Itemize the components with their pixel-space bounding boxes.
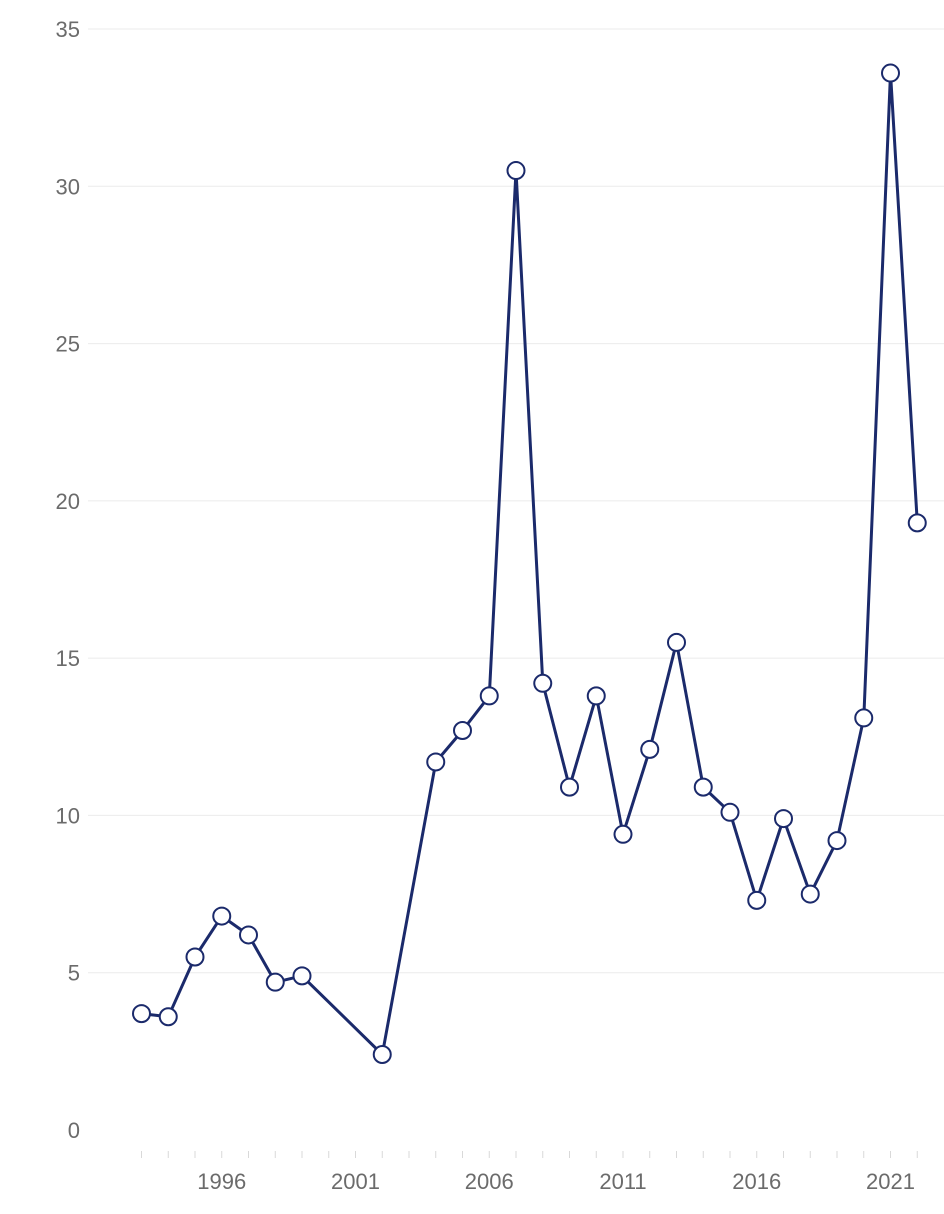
data-point-2022 bbox=[907, 513, 927, 533]
data-point-2019 bbox=[827, 831, 847, 851]
data-point-2010 bbox=[586, 686, 606, 706]
y-tick-label-5: 5 bbox=[68, 961, 80, 986]
x-tick-label-2001: 2001 bbox=[331, 1169, 380, 1194]
y-tick-label-15: 15 bbox=[56, 646, 80, 671]
x-axis-ticks bbox=[141, 1151, 918, 1158]
data-point-2009 bbox=[560, 777, 579, 797]
y-tick-label-30: 30 bbox=[56, 174, 80, 199]
x-tick-label-2011: 2011 bbox=[599, 1169, 646, 1194]
data-point-1996 bbox=[212, 906, 232, 926]
data-point-1999 bbox=[292, 966, 312, 986]
data-point-2012 bbox=[640, 739, 660, 759]
data-point-2017 bbox=[774, 809, 793, 829]
data-point-2015 bbox=[720, 802, 740, 822]
y-tick-label-10: 10 bbox=[56, 803, 80, 828]
x-axis-tick-labels: 1996 2001 2006 2011 2016 2021 bbox=[197, 1169, 915, 1194]
data-point-2021 bbox=[881, 63, 900, 83]
y-tick-label-20: 20 bbox=[56, 489, 80, 514]
data-point-1998 bbox=[265, 972, 285, 992]
y-tick-label-25: 25 bbox=[56, 332, 80, 357]
data-point-2018 bbox=[800, 884, 820, 904]
data-point-2002 bbox=[372, 1045, 392, 1065]
data-point-2013 bbox=[667, 632, 686, 652]
data-point-2014 bbox=[693, 777, 713, 797]
data-point-2020 bbox=[854, 708, 874, 728]
data-point-1997 bbox=[239, 925, 258, 945]
x-tick-label-2016: 2016 bbox=[732, 1169, 781, 1194]
x-tick-label-2006: 2006 bbox=[465, 1169, 514, 1194]
data-point-2004 bbox=[426, 752, 446, 772]
y-tick-label-0: 0 bbox=[68, 1118, 80, 1143]
series-line bbox=[141, 71, 919, 1056]
y-tick-label-35: 35 bbox=[56, 17, 80, 42]
data-point-2008 bbox=[533, 673, 553, 693]
data-point-1994 bbox=[158, 1007, 178, 1027]
data-point-2011 bbox=[613, 824, 633, 844]
data-point-2005 bbox=[453, 720, 472, 740]
data-point-2006 bbox=[479, 686, 499, 706]
data-point-1995 bbox=[185, 947, 205, 967]
series-group bbox=[132, 63, 927, 1065]
data-point-2016 bbox=[747, 890, 767, 910]
y-axis-tick-labels: 0 5 10 15 20 25 30 35 bbox=[56, 17, 80, 1143]
data-point-1993 bbox=[132, 1004, 151, 1024]
data-point-2007 bbox=[506, 161, 526, 181]
x-tick-label-1996: 1996 bbox=[197, 1169, 246, 1194]
x-tick-label-2021: 2021 bbox=[866, 1169, 915, 1194]
